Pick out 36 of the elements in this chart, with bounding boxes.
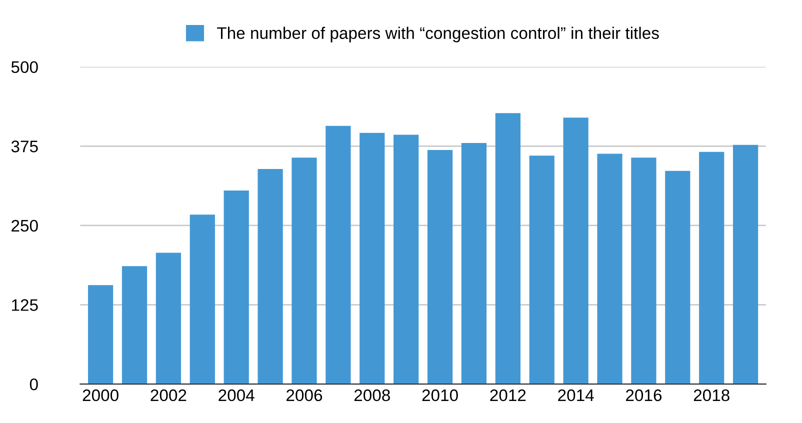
- y-tick-label: 125: [12, 299, 38, 311]
- bar: [88, 285, 114, 384]
- bar: [156, 252, 182, 384]
- x-tick-label: 2018: [694, 389, 730, 402]
- x-tick-label: 2008: [354, 389, 390, 402]
- x-tick-label: 2014: [558, 389, 594, 402]
- bar: [122, 266, 148, 384]
- y-tick-label: 375: [11, 140, 38, 152]
- bar: [631, 158, 656, 384]
- bar: [427, 150, 453, 384]
- bar: [461, 142, 487, 384]
- y-tick-label: 250: [12, 220, 38, 232]
- bar: [292, 158, 317, 384]
- x-tick-label: 2016: [626, 389, 662, 402]
- x-tick-label: 2004: [218, 389, 254, 402]
- bar: [224, 190, 249, 384]
- bar: [394, 134, 419, 384]
- bar: [699, 152, 724, 384]
- y-tick-label: 0: [30, 378, 38, 390]
- y-tick-label: 500: [11, 61, 38, 74]
- bar: [597, 154, 622, 384]
- bar: [326, 126, 351, 384]
- bar: [360, 132, 385, 384]
- bar: [563, 118, 588, 384]
- x-tick-label: 2002: [150, 389, 186, 402]
- x-tick-label: 2010: [422, 389, 458, 402]
- legend-label: The number of papers with “congestion control” in their titles: [217, 26, 659, 42]
- x-tick-label: 2006: [286, 389, 322, 402]
- bar: [529, 156, 554, 384]
- bar: [495, 113, 520, 384]
- bar: [665, 170, 690, 384]
- bar: [258, 168, 283, 384]
- x-tick-label: 2000: [82, 389, 118, 402]
- x-tick-label: 2012: [490, 389, 526, 402]
- bar: [190, 214, 215, 384]
- bar: [732, 144, 758, 384]
